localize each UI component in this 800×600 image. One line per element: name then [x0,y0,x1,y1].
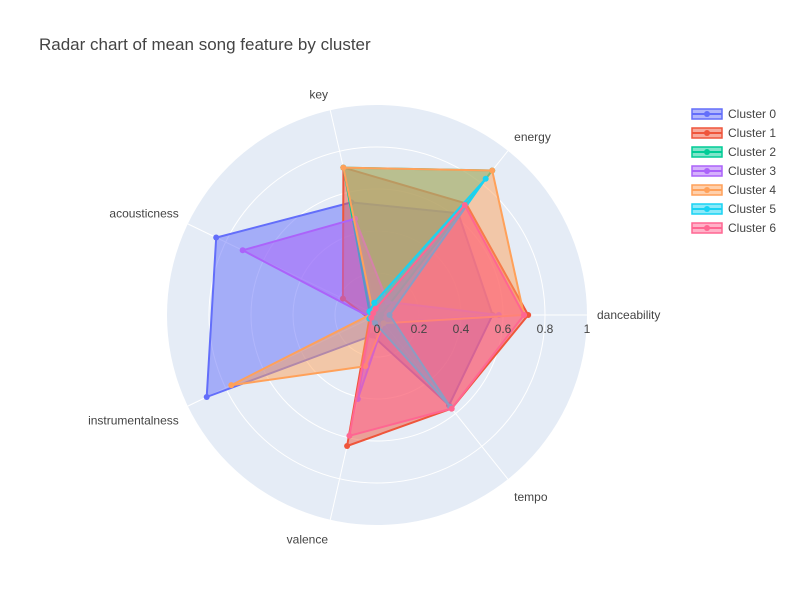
legend-item-cluster-2[interactable]: Cluster 2 [691,145,776,159]
data-point [368,314,375,321]
data-point [344,443,351,450]
data-point [489,167,496,174]
legend-item-cluster-5[interactable]: Cluster 5 [691,202,776,216]
series-cluster-6 [346,201,527,439]
data-point [525,312,532,318]
axis-label-valence: valence [287,532,329,546]
legend-marker [704,130,710,136]
data-point [239,247,246,254]
legend-marker [704,149,710,155]
data-point [340,164,347,171]
legend-item-cluster-1[interactable]: Cluster 1 [691,126,776,140]
data-point [371,299,378,306]
legend-item-cluster-4[interactable]: Cluster 4 [691,183,776,197]
axis-label-instrumentalness: instrumentalness [88,413,179,427]
legend-marker [704,225,710,231]
data-point [203,394,210,401]
series-layer [203,164,532,450]
axis-label-energy: energy [514,130,551,144]
legend-item-cluster-0[interactable]: Cluster 0 [691,107,776,121]
radial-tick-label: 0 [374,322,381,336]
chart-title: Radar chart of mean song feature by clus… [39,35,371,54]
legend-label: Cluster 6 [728,221,776,235]
legend-item-cluster-6[interactable]: Cluster 6 [691,221,776,235]
data-point [346,432,353,439]
legend-label: Cluster 3 [728,164,776,178]
legend-label: Cluster 5 [728,202,776,216]
data-point [213,234,220,241]
axis-label-acousticness: acousticness [109,207,178,221]
radial-tick-label: 0.8 [537,322,554,336]
legend-label: Cluster 1 [728,126,776,140]
angular-axis-labels: danceability energy key acousticness instrum… [88,88,660,547]
axis-label-key: key [309,88,328,102]
legend-marker [704,111,710,117]
axis-label-tempo: tempo [514,490,548,504]
legend-marker [704,187,710,193]
legend-marker [704,168,710,174]
legend-item-cluster-3[interactable]: Cluster 3 [691,164,776,178]
radial-tick-labels: 0 0.2 0.4 0.6 0.8 1 [374,322,591,336]
data-point [521,312,527,318]
radial-tick-label: 0.4 [453,322,470,336]
legend-marker [704,206,710,212]
axis-label-danceability: danceability [597,308,660,322]
data-point [448,405,455,412]
radial-tick-label: 0.6 [495,322,512,336]
data-point [228,382,235,389]
data-point [461,201,468,208]
data-point [370,310,377,317]
legend[interactable]: Cluster 0 Cluster 1 Cluster 2 Cluster 3 Clus… [691,107,776,235]
legend-label: Cluster 4 [728,183,776,197]
legend-label: Cluster 0 [728,107,776,121]
radial-tick-label: 0.2 [411,322,428,336]
data-point [482,175,489,182]
radial-tick-label: 1 [584,322,591,336]
legend-label: Cluster 2 [728,145,776,159]
